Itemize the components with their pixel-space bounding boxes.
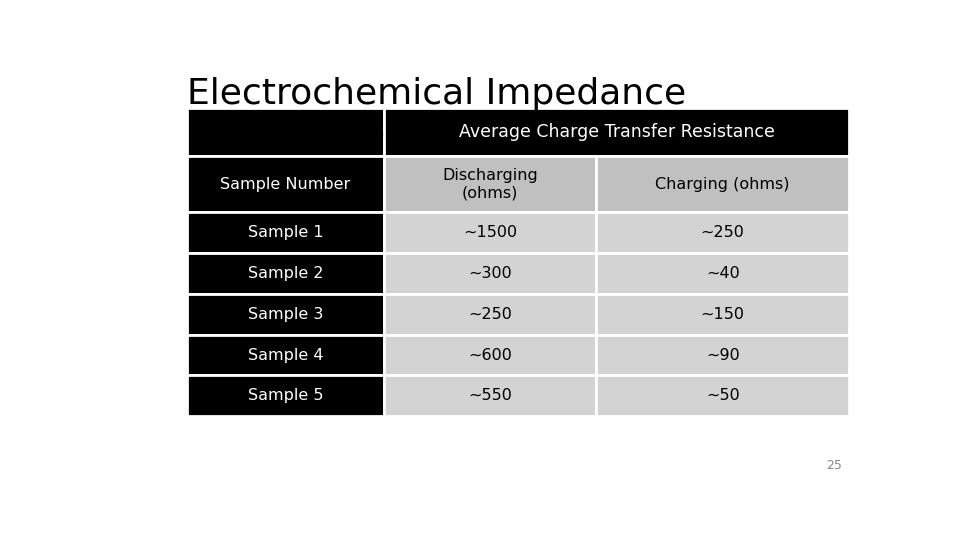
Bar xyxy=(384,375,596,416)
Bar xyxy=(384,156,596,212)
Text: ~1500: ~1500 xyxy=(463,225,517,240)
Bar xyxy=(187,156,384,212)
Text: Sample Number: Sample Number xyxy=(221,177,350,192)
Bar xyxy=(187,109,384,156)
Bar xyxy=(384,212,596,253)
Bar xyxy=(596,156,849,212)
Text: ~300: ~300 xyxy=(468,266,512,281)
Bar xyxy=(187,335,384,375)
Bar xyxy=(187,375,384,416)
Text: 25: 25 xyxy=(826,460,842,472)
Text: Discharging
(ohms): Discharging (ohms) xyxy=(443,168,538,200)
Text: Sample 5: Sample 5 xyxy=(248,388,324,403)
Text: ~150: ~150 xyxy=(701,307,745,322)
Bar xyxy=(384,109,849,156)
Bar xyxy=(187,212,384,253)
Text: ~250: ~250 xyxy=(701,225,745,240)
Text: Electrochemical Impedance
Spectroscopy: Electrochemical Impedance Spectroscopy xyxy=(187,77,686,151)
Bar xyxy=(187,253,384,294)
Text: Sample 4: Sample 4 xyxy=(248,348,324,362)
Text: ~40: ~40 xyxy=(706,266,739,281)
Text: ~50: ~50 xyxy=(706,388,739,403)
Bar xyxy=(596,253,849,294)
Text: Sample 2: Sample 2 xyxy=(248,266,324,281)
Bar xyxy=(187,294,384,335)
Bar xyxy=(384,294,596,335)
Bar xyxy=(596,294,849,335)
Bar xyxy=(596,335,849,375)
Bar xyxy=(384,253,596,294)
Text: ~600: ~600 xyxy=(468,348,512,362)
Text: Sample 1: Sample 1 xyxy=(248,225,324,240)
Text: Average Charge Transfer Resistance: Average Charge Transfer Resistance xyxy=(459,123,775,141)
Bar xyxy=(596,375,849,416)
Bar xyxy=(596,212,849,253)
Text: ~90: ~90 xyxy=(706,348,739,362)
Text: Charging (ohms): Charging (ohms) xyxy=(656,177,790,192)
Bar xyxy=(384,335,596,375)
Text: Sample 3: Sample 3 xyxy=(248,307,324,322)
Text: ~250: ~250 xyxy=(468,307,512,322)
Text: ~550: ~550 xyxy=(468,388,512,403)
